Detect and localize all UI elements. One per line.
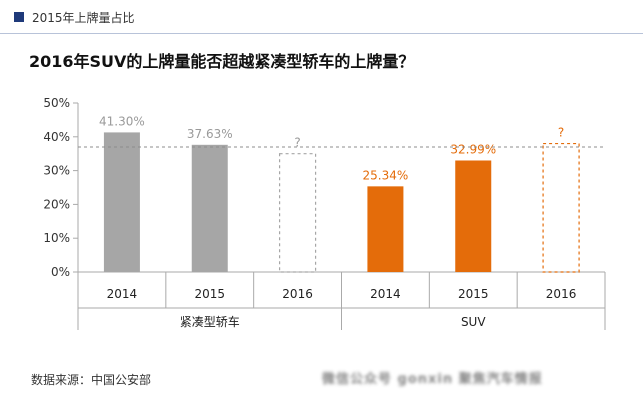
x-tick-label: 2014: [107, 287, 138, 301]
data-source: 数据来源：中国公安部: [31, 373, 152, 387]
data-label: 37.63%: [187, 127, 233, 141]
y-tick-label: 50%: [43, 96, 70, 110]
section-title: 2015年上牌量占比: [32, 11, 135, 25]
y-tick-label: 30%: [43, 164, 70, 178]
data-label: 41.30%: [99, 114, 145, 128]
estimated-bar: [278, 153, 317, 273]
y-tick-label: 10%: [43, 231, 70, 245]
data-label: 25.34%: [363, 168, 409, 182]
x-tick-label: 2015: [458, 287, 489, 301]
chart-title: 2016年SUV的上牌量能否超越紧凑型轿车的上牌量？: [29, 52, 415, 71]
section-header: 2015年上牌量占比: [0, 0, 643, 36]
section-marker-icon: [14, 12, 24, 22]
x-tick-label: 2014: [370, 287, 401, 301]
group-label: SUV: [461, 315, 486, 329]
y-tick-label: 0%: [51, 265, 70, 279]
section-divider: [0, 33, 643, 34]
data-label: 32.99%: [450, 142, 496, 156]
bar: [191, 144, 228, 272]
data-label: ?: [294, 136, 300, 150]
y-tick-label: 20%: [43, 197, 70, 211]
bar: [367, 186, 404, 272]
bar: [103, 132, 140, 272]
estimated-bar: [542, 142, 580, 273]
data-label: ?: [558, 126, 564, 140]
watermark: 微信公众号 gonxin 聚焦汽车情报: [322, 372, 543, 387]
x-tick-label: 2016: [282, 287, 313, 301]
x-tick-label: 2016: [546, 287, 577, 301]
bar: [455, 160, 492, 272]
y-tick-label: 40%: [43, 130, 70, 144]
x-tick-label: 2015: [194, 287, 225, 301]
group-label: 紧凑型轿车: [180, 314, 240, 329]
